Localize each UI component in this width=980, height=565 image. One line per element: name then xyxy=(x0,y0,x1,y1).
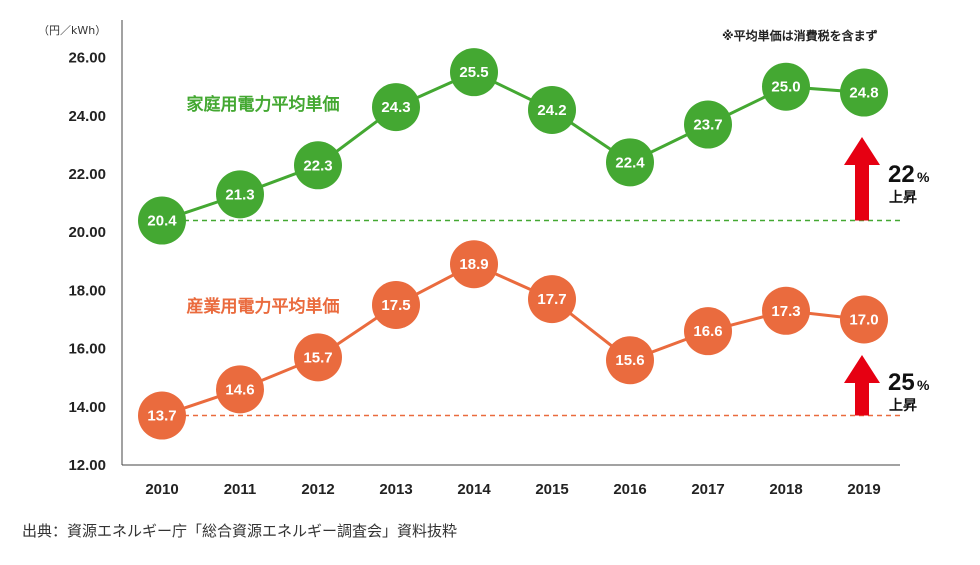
data-label: 22.4 xyxy=(615,154,645,171)
x-tick-label: 2016 xyxy=(613,481,646,498)
data-point xyxy=(138,391,186,440)
data-label: 25.0 xyxy=(771,79,800,96)
y-tick-label: 14.00 xyxy=(68,399,106,416)
y-tick-label: 26.00 xyxy=(68,50,106,67)
data-point xyxy=(216,365,264,414)
percent-sign: % xyxy=(917,377,930,393)
data-label: 17.7 xyxy=(537,291,566,308)
series-name-residential: 家庭用電力平均単価 xyxy=(187,94,340,115)
x-tick-label: 2010 xyxy=(145,481,178,498)
data-point xyxy=(372,83,420,132)
x-tick-label: 2011 xyxy=(224,481,257,498)
data-label: 22.3 xyxy=(303,157,332,174)
source-note: 出典：資源エネルギー庁「総合資源エネルギー調査会」資料抜粋 xyxy=(22,522,458,540)
data-label: 18.9 xyxy=(459,256,488,273)
y-axis-ticks: 26.00 24.00 22.00 20.00 18.00 16.00 14.00 12.00 xyxy=(68,50,106,474)
x-tick-label: 2012 xyxy=(301,481,334,498)
series-line-residential xyxy=(161,70,865,222)
change-label: 上昇 xyxy=(889,398,917,414)
x-axis-ticks: 2010 2011 2012 2013 2014 2015 2016 2017 2018 2019 xyxy=(145,481,880,498)
increase-arrow-industrial xyxy=(844,355,880,416)
data-point xyxy=(294,141,342,190)
increase-arrow-residential xyxy=(844,137,880,221)
change-percent: 25 xyxy=(888,369,915,396)
data-label: 16.6 xyxy=(693,323,722,340)
data-label: 24.3 xyxy=(381,99,410,116)
data-point xyxy=(684,307,732,356)
x-tick-label: 2015 xyxy=(535,481,568,498)
percent-sign: % xyxy=(917,169,930,185)
data-label: 15.7 xyxy=(303,349,332,366)
y-tick-label: 22.00 xyxy=(68,166,106,183)
data-label: 17.3 xyxy=(771,303,800,320)
y-tick-label: 18.00 xyxy=(68,282,106,299)
data-point xyxy=(606,138,654,187)
data-label: 25.5 xyxy=(459,64,488,81)
data-label: 23.7 xyxy=(693,117,722,134)
x-tick-label: 2014 xyxy=(457,481,491,498)
series-lines xyxy=(161,70,865,417)
data-label: 20.4 xyxy=(147,213,177,230)
data-point xyxy=(762,62,810,111)
data-label: 17.5 xyxy=(381,297,410,314)
data-point xyxy=(528,275,576,324)
data-point xyxy=(372,280,420,329)
data-point xyxy=(294,333,342,382)
data-point xyxy=(684,100,732,149)
series-line-industrial xyxy=(161,262,865,417)
change-label: 上昇 xyxy=(889,190,917,206)
x-tick-label: 2019 xyxy=(847,481,880,498)
data-label: 21.3 xyxy=(225,186,254,203)
data-point xyxy=(528,85,576,134)
x-tick-label: 2018 xyxy=(769,481,802,498)
data-label: 14.6 xyxy=(225,381,254,398)
y-tick-label: 20.00 xyxy=(68,224,106,241)
change-percent: 22 xyxy=(888,161,915,188)
y-tick-label: 16.00 xyxy=(68,341,106,358)
data-label: 13.7 xyxy=(147,408,176,425)
y-tick-label: 12.00 xyxy=(68,457,106,474)
data-point xyxy=(216,170,264,219)
unit-label: （円／kWh） xyxy=(38,24,106,37)
data-point xyxy=(762,286,810,335)
data-point xyxy=(840,68,888,117)
y-tick-label: 24.00 xyxy=(68,108,106,125)
tax-note: ※平均単価は消費税を含まず xyxy=(722,28,878,43)
baselines xyxy=(184,219,900,417)
data-label: 24.8 xyxy=(849,85,878,102)
data-point xyxy=(840,295,888,344)
price-chart: 26.00 24.00 22.00 20.00 18.00 16.00 14.00 12.00… xyxy=(38,20,930,498)
data-point xyxy=(138,196,186,245)
data-points: 20.4 21.3 22.3 24.3 25.5 24.2 22.4 23.7 25.0 24.8… xyxy=(138,48,888,440)
x-tick-label: 2013 xyxy=(379,481,412,498)
x-tick-label: 2017 xyxy=(691,481,724,498)
data-point xyxy=(606,336,654,385)
data-point xyxy=(450,240,498,289)
series-name-industrial: 産業用電力平均単価 xyxy=(187,296,340,317)
data-label: 17.0 xyxy=(849,312,878,329)
data-point xyxy=(450,48,498,97)
data-label: 15.6 xyxy=(615,352,644,369)
axes xyxy=(121,20,900,466)
data-label: 24.2 xyxy=(537,102,566,119)
